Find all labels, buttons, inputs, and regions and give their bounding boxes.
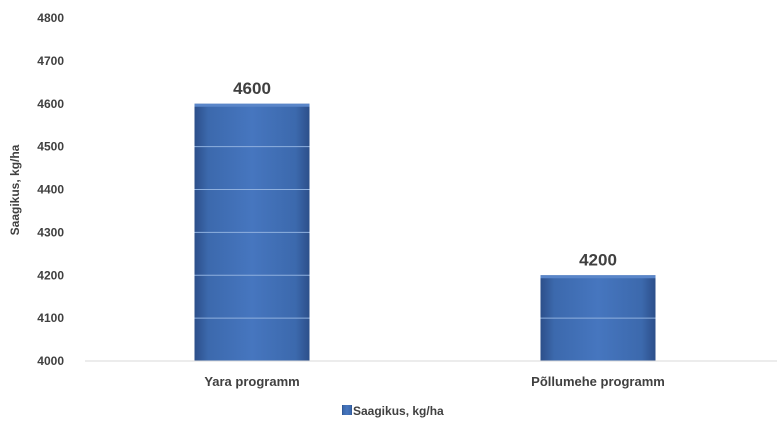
- bars: [194, 103, 656, 361]
- y-tick-label: 4800: [37, 11, 64, 25]
- y-tick-label: 4700: [37, 54, 64, 68]
- legend-swatch: [342, 405, 352, 415]
- data-label: 4200: [579, 250, 617, 269]
- legend-label: Saagikus, kg/ha: [353, 404, 444, 418]
- legend: Saagikus, kg/ha: [342, 404, 444, 418]
- y-axis-title: Saagikus, kg/ha: [8, 144, 22, 235]
- bar-top-edge: [194, 103, 310, 107]
- y-tick-label: 4100: [37, 311, 64, 325]
- x-category-label: Põllumehe programm: [531, 374, 665, 389]
- data-labels: 4600 4200: [233, 79, 617, 270]
- data-label: 4600: [233, 79, 271, 98]
- x-category-label: Yara programm: [204, 374, 299, 389]
- y-tick-label: 4500: [37, 140, 64, 154]
- bar-top-edge: [540, 275, 656, 279]
- y-axis-ticks: 4000 4100 4200 4300 4400 4500 4600 4700 4800: [37, 11, 64, 368]
- y-tick-label: 4000: [37, 354, 64, 368]
- y-tick-label: 4400: [37, 183, 64, 197]
- y-tick-label: 4600: [37, 97, 64, 111]
- x-axis-labels: Yara programm Põllumehe programm: [204, 374, 665, 389]
- y-tick-label: 4200: [37, 268, 64, 282]
- y-tick-label: 4300: [37, 225, 64, 239]
